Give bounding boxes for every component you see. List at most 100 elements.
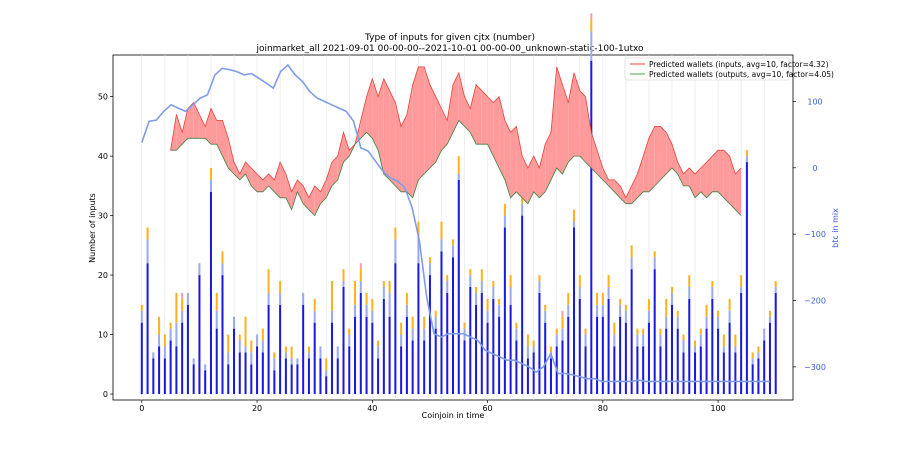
prediction-fill: [568, 72, 575, 163]
legend: Predicted wallets (inputs, avg=10, facto…: [624, 57, 834, 81]
bar-segment-main: [475, 304, 478, 395]
bar-segment-main: [152, 358, 155, 395]
bar-segment-orange: [745, 150, 748, 157]
bar-segment-light: [728, 310, 731, 323]
bar-segment-orange: [676, 310, 679, 317]
bar-segment-orange: [688, 275, 691, 287]
prediction-fill: [429, 84, 436, 169]
bar-segment-orange: [607, 275, 610, 287]
prediction-fill: [556, 66, 563, 174]
bar-segment-orange: [526, 334, 529, 347]
bar-segment-light: [354, 304, 357, 317]
bar-segment-light: [175, 322, 178, 347]
prediction-fill: [637, 156, 644, 198]
bar-segment-light: [279, 292, 282, 305]
bar-segment-main: [544, 322, 547, 395]
y-tick-label: 20: [98, 271, 108, 280]
bar-segment-main: [532, 352, 535, 395]
prediction-fill: [458, 72, 465, 127]
bar-segment-main: [146, 263, 149, 395]
bar-segment-main: [642, 346, 645, 395]
bar-segment-main: [682, 352, 685, 395]
bar-segment-orange: [740, 275, 743, 287]
bar-segment-main: [221, 275, 224, 395]
bar-segment-light: [745, 156, 748, 163]
bar-segment-light: [319, 346, 322, 359]
bar-segment-main: [561, 340, 564, 395]
bar-segment-light: [446, 281, 449, 293]
prediction-fill: [712, 150, 719, 192]
bar-segment-main: [405, 316, 408, 395]
prediction-fill: [401, 114, 407, 192]
bar-segment-orange: [325, 358, 328, 371]
prediction-fill: [677, 162, 684, 186]
bar-segment-light: [532, 346, 535, 353]
bar-segment-main: [757, 358, 760, 395]
bar-segment-pink: [181, 292, 184, 299]
prediction-fill: [464, 96, 471, 133]
bar-segment-light: [290, 358, 293, 365]
inputs-prediction-line: [170, 66, 742, 199]
bar-segment-main: [647, 322, 650, 395]
bar-segment-orange: [279, 281, 282, 293]
bar-segment-light: [325, 370, 328, 377]
bar-segment-light: [768, 316, 771, 323]
bar-segment-light: [359, 281, 362, 293]
prediction-fill: [176, 114, 183, 151]
bar-segment-main: [670, 304, 673, 395]
y-axis-right-label: btc in mix: [831, 208, 840, 248]
prediction-fill: [251, 168, 258, 192]
bar-segment-main: [175, 346, 178, 395]
bar-segment-main: [354, 316, 357, 395]
prediction-fill: [378, 78, 384, 174]
bar-segment-light: [653, 257, 656, 270]
bar-segment-main: [607, 298, 610, 395]
bar-segment-orange: [215, 292, 218, 311]
bar-segment-orange: [647, 298, 650, 311]
bar-segment-orange: [670, 286, 673, 293]
bar-segment-main: [233, 328, 236, 395]
prediction-fill: [499, 96, 505, 180]
bar-segment-light: [763, 328, 766, 341]
bar-segment-orange: [728, 298, 731, 311]
bar-segment-orange: [509, 275, 512, 287]
prediction-fill: [395, 102, 402, 192]
bar-segment-main: [463, 340, 466, 395]
bar-segment-orange: [440, 221, 443, 240]
bar-segment-main: [584, 346, 587, 395]
plot-area: [112, 54, 794, 401]
prediction-fill: [366, 78, 373, 139]
bar-segment-light: [613, 334, 616, 347]
prediction-fill: [372, 78, 379, 151]
bar-segment-orange: [578, 275, 581, 287]
bar-segment-orange: [290, 346, 293, 359]
bar-segment-main: [336, 358, 339, 395]
bar-segment-main: [676, 328, 679, 395]
bar-segment-orange: [457, 156, 460, 174]
bar-segment-main: [480, 292, 483, 395]
prediction-fill: [297, 179, 304, 204]
bar-segment-pink: [359, 263, 362, 270]
bar-segment-main: [740, 292, 743, 395]
prediction-fill: [285, 173, 292, 210]
bar-segment-main: [492, 298, 495, 395]
prediction-fill: [314, 185, 321, 216]
bar-segment-light: [526, 346, 529, 359]
bar-segment-main: [209, 191, 212, 395]
prediction-fill: [718, 150, 724, 198]
bar-segment-main: [446, 292, 449, 395]
bar-segment-orange: [307, 346, 310, 353]
bar-segment-main: [451, 257, 455, 395]
bar-segment-light: [492, 286, 495, 299]
bar-segment-orange: [348, 328, 351, 335]
bar-segment-orange: [561, 316, 564, 329]
bar-segment-light: [417, 239, 420, 264]
prediction-fill: [412, 66, 419, 198]
prediction-fill: [418, 66, 425, 180]
bar-segment-orange: [313, 298, 316, 311]
bar-segment-light: [538, 281, 541, 293]
prediction-fill: [735, 168, 742, 216]
bar-segment-orange: [544, 304, 547, 311]
bar-segment-light: [146, 239, 149, 264]
bar-segment-orange: [584, 328, 587, 335]
